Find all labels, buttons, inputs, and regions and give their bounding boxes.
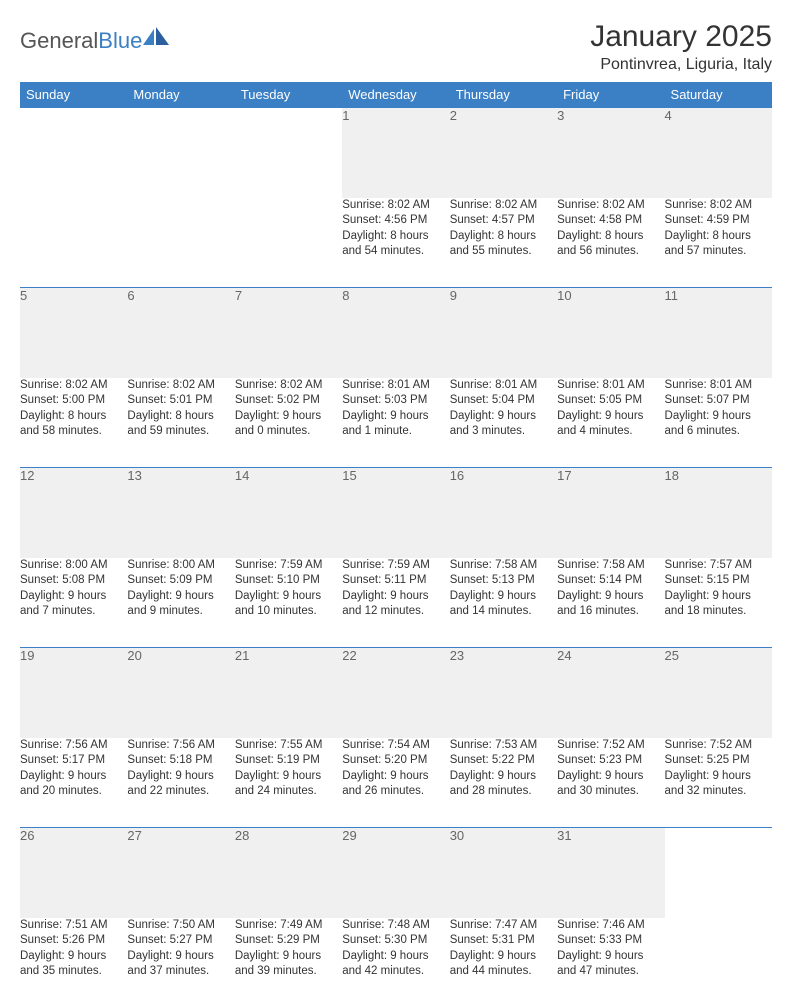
day-details: Sunrise: 8:01 AMSunset: 5:05 PMDaylight:…: [557, 378, 664, 468]
day-number: 15: [342, 468, 449, 558]
day-number: 2: [450, 108, 557, 198]
day-details: Sunrise: 7:53 AMSunset: 5:22 PMDaylight:…: [450, 738, 557, 828]
day-header: Thursday: [450, 82, 557, 108]
day-number: 6: [127, 288, 234, 378]
day-number: 7: [235, 288, 342, 378]
day-number: 24: [557, 648, 664, 738]
day-number-row: 262728293031: [20, 828, 772, 918]
day-number: 3: [557, 108, 664, 198]
header: GeneralBlue January 2025 Pontinvrea, Lig…: [20, 20, 772, 74]
day-details: [20, 198, 127, 288]
calendar-table: Sunday Monday Tuesday Wednesday Thursday…: [20, 82, 772, 1008]
day-header: Monday: [127, 82, 234, 108]
day-number: 18: [665, 468, 772, 558]
calendar-body: 1234Sunrise: 8:02 AMSunset: 4:56 PMDayli…: [20, 108, 772, 1008]
day-details: Sunrise: 8:02 AMSunset: 5:01 PMDaylight:…: [127, 378, 234, 468]
day-details-row: Sunrise: 7:51 AMSunset: 5:26 PMDaylight:…: [20, 918, 772, 1008]
day-number: [127, 108, 234, 198]
day-number: 1: [342, 108, 449, 198]
day-details: Sunrise: 7:57 AMSunset: 5:15 PMDaylight:…: [665, 558, 772, 648]
day-details-row: Sunrise: 7:56 AMSunset: 5:17 PMDaylight:…: [20, 738, 772, 828]
day-number: 12: [20, 468, 127, 558]
logo: GeneralBlue: [20, 28, 169, 54]
day-header: Friday: [557, 82, 664, 108]
day-header: Tuesday: [235, 82, 342, 108]
day-details: Sunrise: 8:00 AMSunset: 5:09 PMDaylight:…: [127, 558, 234, 648]
day-number: 13: [127, 468, 234, 558]
day-number-row: 19202122232425: [20, 648, 772, 738]
day-number: 14: [235, 468, 342, 558]
day-details: Sunrise: 7:49 AMSunset: 5:29 PMDaylight:…: [235, 918, 342, 1008]
day-details-row: Sunrise: 8:00 AMSunset: 5:08 PMDaylight:…: [20, 558, 772, 648]
day-number: [235, 108, 342, 198]
day-number: 5: [20, 288, 127, 378]
day-number: 8: [342, 288, 449, 378]
day-details: Sunrise: 7:55 AMSunset: 5:19 PMDaylight:…: [235, 738, 342, 828]
month-title: January 2025: [590, 20, 772, 54]
day-details: Sunrise: 7:52 AMSunset: 5:25 PMDaylight:…: [665, 738, 772, 828]
day-header: Sunday: [20, 82, 127, 108]
day-header: Wednesday: [342, 82, 449, 108]
day-number: 30: [450, 828, 557, 918]
day-details: [665, 918, 772, 1008]
day-number: 22: [342, 648, 449, 738]
logo-text-blue: Blue: [98, 28, 142, 53]
logo-text: GeneralBlue: [20, 28, 142, 54]
day-details-row: Sunrise: 8:02 AMSunset: 4:56 PMDaylight:…: [20, 198, 772, 288]
day-details: Sunrise: 8:01 AMSunset: 5:04 PMDaylight:…: [450, 378, 557, 468]
day-number: [665, 828, 772, 918]
day-number: 26: [20, 828, 127, 918]
day-number: 25: [665, 648, 772, 738]
location: Pontinvrea, Liguria, Italy: [590, 56, 772, 74]
day-details: Sunrise: 7:50 AMSunset: 5:27 PMDaylight:…: [127, 918, 234, 1008]
day-header: Saturday: [665, 82, 772, 108]
day-number: 20: [127, 648, 234, 738]
day-number: 23: [450, 648, 557, 738]
logo-text-gray: General: [20, 28, 98, 53]
day-number-row: 12131415161718: [20, 468, 772, 558]
day-details: Sunrise: 8:02 AMSunset: 5:02 PMDaylight:…: [235, 378, 342, 468]
day-details: Sunrise: 8:02 AMSunset: 4:56 PMDaylight:…: [342, 198, 449, 288]
day-header-row: Sunday Monday Tuesday Wednesday Thursday…: [20, 82, 772, 108]
day-details: Sunrise: 7:59 AMSunset: 5:10 PMDaylight:…: [235, 558, 342, 648]
day-number: 16: [450, 468, 557, 558]
day-details: Sunrise: 8:00 AMSunset: 5:08 PMDaylight:…: [20, 558, 127, 648]
day-details: Sunrise: 8:01 AMSunset: 5:07 PMDaylight:…: [665, 378, 772, 468]
day-details: Sunrise: 8:02 AMSunset: 4:59 PMDaylight:…: [665, 198, 772, 288]
day-number: 10: [557, 288, 664, 378]
day-number-row: 1234: [20, 108, 772, 198]
day-details: Sunrise: 8:02 AMSunset: 4:58 PMDaylight:…: [557, 198, 664, 288]
title-block: January 2025 Pontinvrea, Liguria, Italy: [590, 20, 772, 74]
day-number: 4: [665, 108, 772, 198]
day-details: [127, 198, 234, 288]
day-details: Sunrise: 7:56 AMSunset: 5:18 PMDaylight:…: [127, 738, 234, 828]
day-details: Sunrise: 7:54 AMSunset: 5:20 PMDaylight:…: [342, 738, 449, 828]
day-details: Sunrise: 7:51 AMSunset: 5:26 PMDaylight:…: [20, 918, 127, 1008]
day-number: [20, 108, 127, 198]
day-details: Sunrise: 7:46 AMSunset: 5:33 PMDaylight:…: [557, 918, 664, 1008]
day-number: 28: [235, 828, 342, 918]
day-details: Sunrise: 7:58 AMSunset: 5:14 PMDaylight:…: [557, 558, 664, 648]
day-details: Sunrise: 7:59 AMSunset: 5:11 PMDaylight:…: [342, 558, 449, 648]
day-details: Sunrise: 8:02 AMSunset: 4:57 PMDaylight:…: [450, 198, 557, 288]
day-number: 9: [450, 288, 557, 378]
day-number: 31: [557, 828, 664, 918]
day-details: [235, 198, 342, 288]
day-number: 11: [665, 288, 772, 378]
day-details: Sunrise: 7:58 AMSunset: 5:13 PMDaylight:…: [450, 558, 557, 648]
day-details: Sunrise: 7:47 AMSunset: 5:31 PMDaylight:…: [450, 918, 557, 1008]
day-details: Sunrise: 7:48 AMSunset: 5:30 PMDaylight:…: [342, 918, 449, 1008]
day-details-row: Sunrise: 8:02 AMSunset: 5:00 PMDaylight:…: [20, 378, 772, 468]
day-number-row: 567891011: [20, 288, 772, 378]
day-number: 17: [557, 468, 664, 558]
day-number: 21: [235, 648, 342, 738]
day-number: 27: [127, 828, 234, 918]
day-details: Sunrise: 7:56 AMSunset: 5:17 PMDaylight:…: [20, 738, 127, 828]
day-number: 19: [20, 648, 127, 738]
sail-icon: [143, 27, 169, 47]
day-number: 29: [342, 828, 449, 918]
day-details: Sunrise: 8:02 AMSunset: 5:00 PMDaylight:…: [20, 378, 127, 468]
day-details: Sunrise: 7:52 AMSunset: 5:23 PMDaylight:…: [557, 738, 664, 828]
day-details: Sunrise: 8:01 AMSunset: 5:03 PMDaylight:…: [342, 378, 449, 468]
